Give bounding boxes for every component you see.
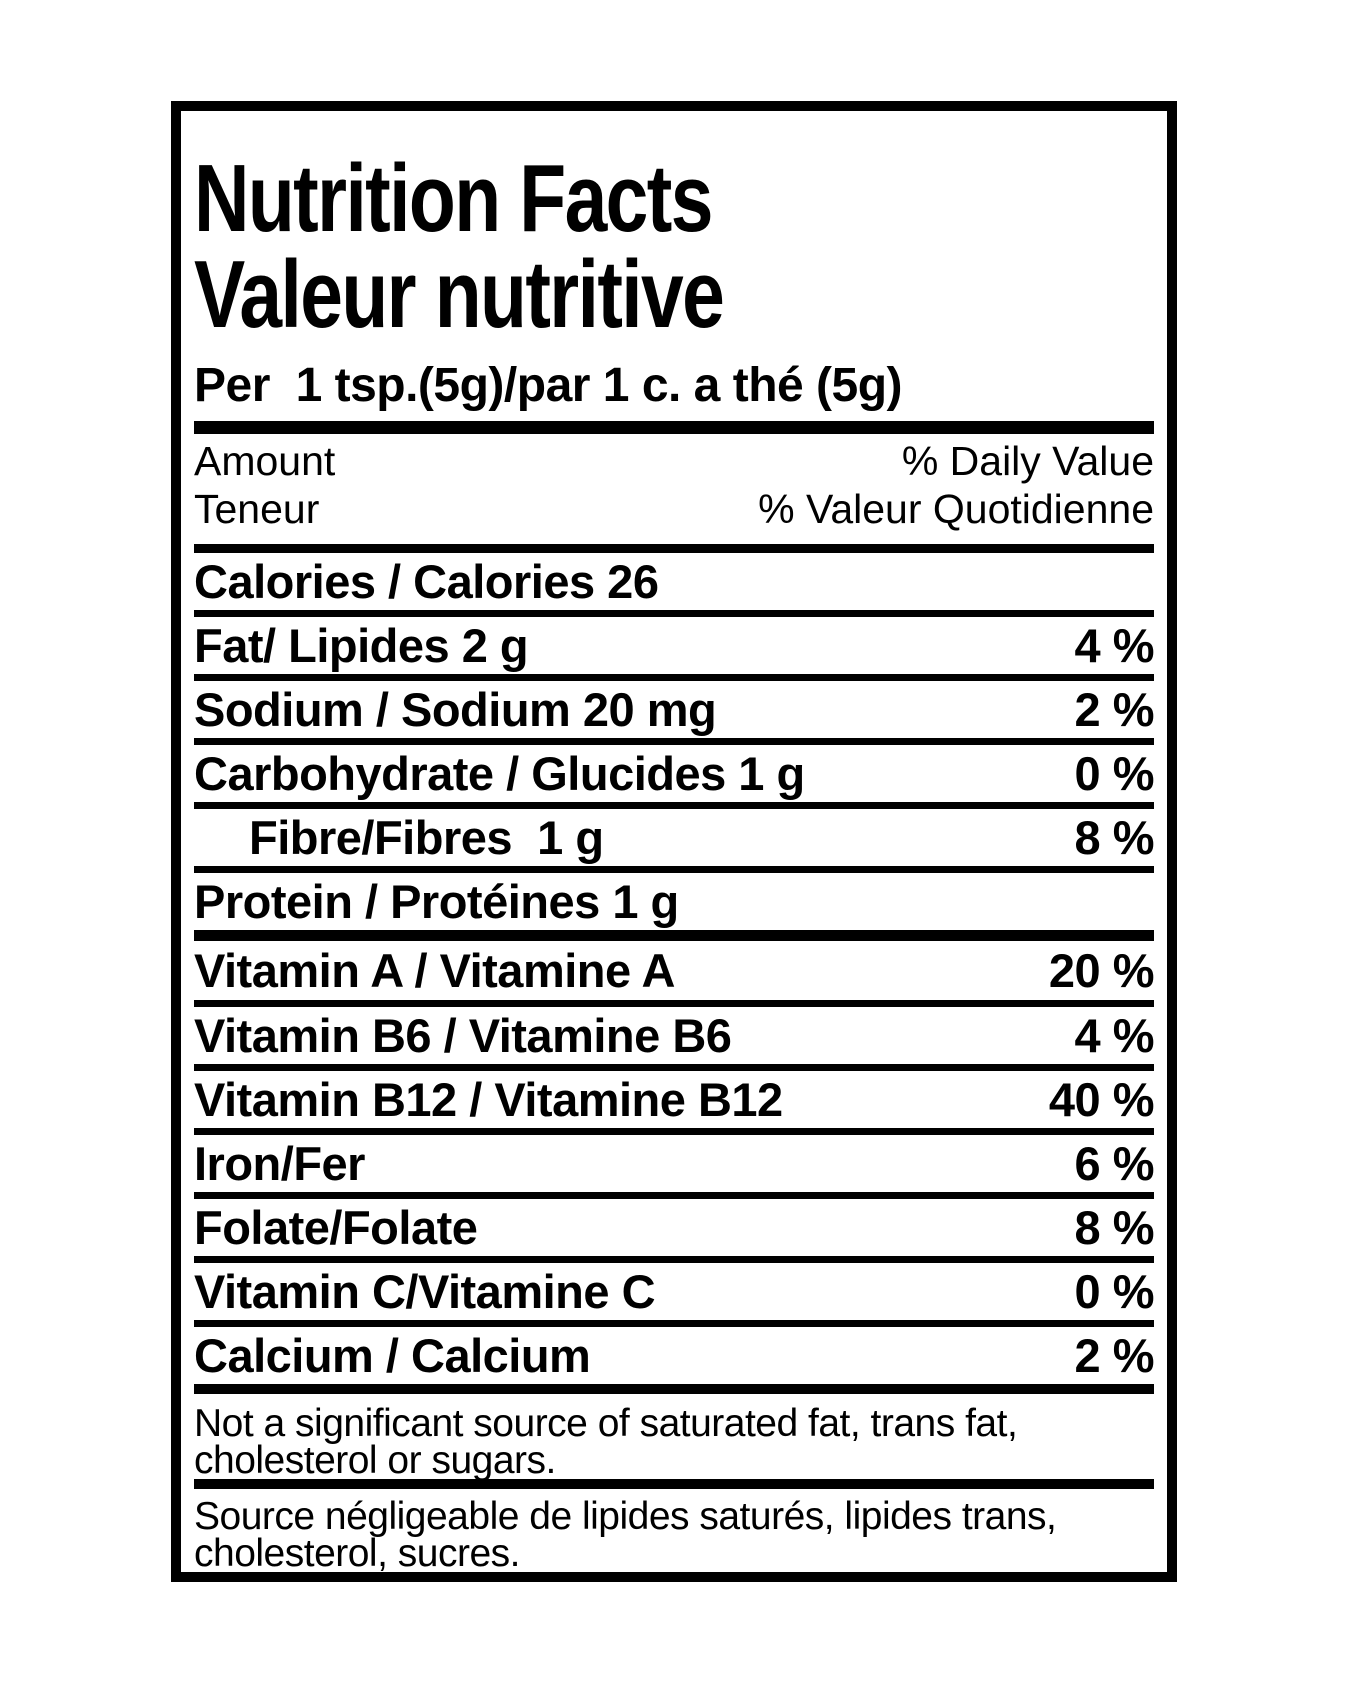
row-carbohydrate-dv: 0 % <box>1074 747 1155 800</box>
row-vitamin-b6-label: Vitamin B6 / Vitamine B6 <box>194 1009 732 1062</box>
row-vitamin-a-dv: 20 % <box>1048 944 1155 997</box>
row-iron-dv: 6 % <box>1074 1137 1155 1190</box>
row-protein-label: Protein / Protéines 1 g <box>194 875 679 928</box>
row-calories-label: Calories / Calories 26 <box>194 555 659 608</box>
row-vitamin-a-label: Vitamin A / Vitamine A <box>194 944 675 997</box>
title-english: Nutrition Facts <box>194 145 713 252</box>
row-iron: Iron/Fer 6 % <box>194 1128 1154 1192</box>
row-sodium-dv: 2 % <box>1074 683 1155 736</box>
row-calcium-dv: 2 % <box>1074 1329 1155 1382</box>
daily-value-header: % Daily Value % Valeur Quotidienne <box>758 437 1154 533</box>
row-vitamin-b12-dv: 40 % <box>1048 1073 1155 1126</box>
column-header: Amount Teneur % Daily Value % Valeur Quo… <box>194 437 1154 533</box>
footnote-french: Source négligeable de lipides saturés, l… <box>194 1495 1154 1575</box>
row-vitamin-a: Vitamin A / Vitamine A 20 % <box>194 930 1155 1000</box>
row-fat: Fat/ Lipides 2 g 4 % <box>194 610 1154 674</box>
divider-footnote-mid <box>194 1479 1154 1489</box>
amount-header: Amount Teneur <box>194 437 335 533</box>
divider-serving <box>194 421 1154 434</box>
row-vitamin-b12: Vitamin B12 / Vitamine B12 40 % <box>194 1064 1155 1128</box>
label-content: Nutrition Facts Valeur nutritive Per 1 t… <box>194 111 1155 1575</box>
row-carbohydrate-label: Carbohydrate / Glucides 1 g <box>194 747 805 800</box>
daily-value-label-en: % Daily Value <box>901 438 1154 484</box>
row-carbohydrate: Carbohydrate / Glucides 1 g 0 % <box>194 738 1154 802</box>
row-calories: Calories / Calories 26 <box>194 553 1154 610</box>
footnote-french-line1: Source négligeable de lipides saturés, l… <box>194 1495 1057 1538</box>
footnote-english-line1: Not a significant source of saturated fa… <box>194 1402 1018 1445</box>
row-vitamin-c: Vitamin C/Vitamine C 0 % <box>194 1256 1154 1320</box>
row-fibre: Fibre/Fibres 1 g 8 % <box>194 802 1154 866</box>
amount-label-en: Amount <box>194 438 336 484</box>
divider-header <box>194 544 1154 553</box>
row-sodium-label: Sodium / Sodium 20 mg <box>194 683 717 736</box>
row-fat-dv: 4 % <box>1074 619 1155 672</box>
row-fibre-label: Fibre/Fibres 1 g <box>249 811 604 864</box>
divider-footnote <box>194 1384 1154 1394</box>
row-folate-dv: 8 % <box>1074 1201 1155 1254</box>
row-sodium: Sodium / Sodium 20 mg 2 % <box>194 674 1154 738</box>
row-vitamin-b6: Vitamin B6 / Vitamine B6 4 % <box>194 1000 1154 1064</box>
label-title: Nutrition Facts Valeur nutritive <box>194 151 1154 343</box>
row-folate-label: Folate/Folate <box>194 1201 478 1254</box>
row-fibre-dv: 8 % <box>1074 811 1155 864</box>
footnote-english-line2: cholesterol or sugars. <box>194 1439 556 1482</box>
row-vitamin-b6-dv: 4 % <box>1074 1009 1155 1062</box>
row-folate: Folate/Folate 8 % <box>194 1192 1154 1256</box>
row-fat-label: Fat/ Lipides 2 g <box>194 619 529 672</box>
daily-value-label-fr: % Valeur Quotidienne <box>758 486 1154 532</box>
row-calcium: Calcium / Calcium 2 % <box>194 1320 1154 1384</box>
row-protein: Protein / Protéines 1 g <box>194 866 1154 930</box>
title-french: Valeur nutritive <box>194 241 725 348</box>
row-iron-label: Iron/Fer <box>194 1137 365 1190</box>
nutrient-table: Calories / Calories 26 Fat/ Lipides 2 g … <box>194 553 1155 1384</box>
row-vitamin-c-label: Vitamin C/Vitamine C <box>194 1265 656 1318</box>
row-calcium-label: Calcium / Calcium <box>194 1329 591 1382</box>
nutrition-facts-label: Nutrition Facts Valeur nutritive Per 1 t… <box>171 101 1177 1582</box>
footnote-english: Not a significant source of saturated fa… <box>194 1402 1154 1482</box>
amount-label-fr: Teneur <box>194 486 320 532</box>
row-vitamin-c-dv: 0 % <box>1074 1265 1155 1318</box>
footnote-french-line2: cholesterol, sucres. <box>194 1532 520 1575</box>
serving-size-line: Per 1 tsp.(5g)/par 1 c. a thé (5g) <box>194 359 903 412</box>
row-vitamin-b12-label: Vitamin B12 / Vitamine B12 <box>194 1073 783 1126</box>
